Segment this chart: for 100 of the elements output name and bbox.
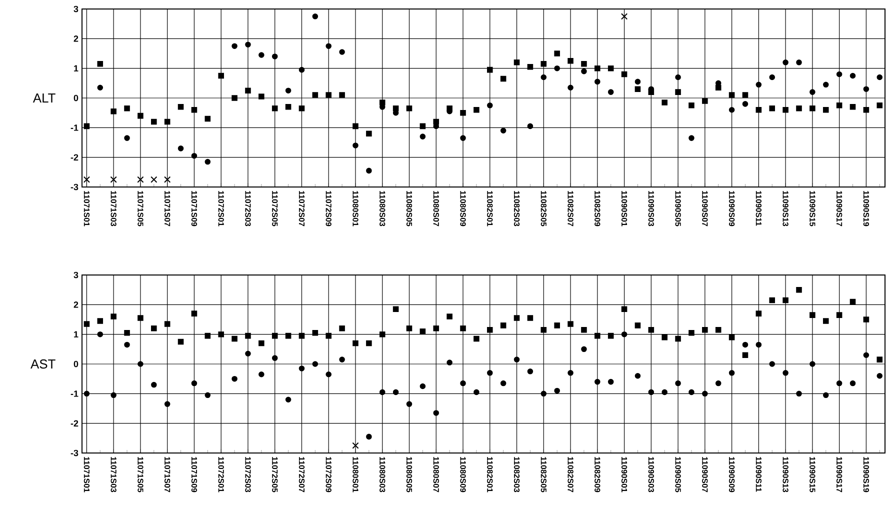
point <box>782 370 788 376</box>
point <box>769 105 776 112</box>
y-tick-label: 3 <box>74 272 78 278</box>
point <box>285 104 292 110</box>
point <box>298 332 305 339</box>
point <box>850 380 856 386</box>
point <box>594 378 600 385</box>
point <box>836 312 842 318</box>
point <box>124 135 130 141</box>
point <box>204 332 211 339</box>
point <box>392 306 399 312</box>
point <box>285 332 292 339</box>
point <box>392 389 399 396</box>
point <box>474 336 480 342</box>
point <box>836 102 842 108</box>
point <box>204 116 211 122</box>
point <box>164 401 170 407</box>
point <box>568 321 574 327</box>
point <box>164 176 171 183</box>
point <box>204 158 211 165</box>
y-tick-label: -3 <box>70 184 78 190</box>
point <box>272 332 278 339</box>
point <box>366 130 372 136</box>
point <box>474 389 480 396</box>
point <box>164 118 170 125</box>
point <box>124 105 130 112</box>
point <box>581 68 587 74</box>
point <box>420 328 426 334</box>
point <box>406 401 412 407</box>
point <box>594 65 600 72</box>
point <box>339 92 345 98</box>
point <box>433 410 440 416</box>
y-tick-label: 0 <box>74 94 78 102</box>
point <box>540 74 547 80</box>
point <box>339 356 345 362</box>
point <box>662 334 668 340</box>
point <box>621 71 628 78</box>
point <box>648 327 654 333</box>
point <box>756 82 762 88</box>
point <box>164 321 170 327</box>
point <box>634 78 641 85</box>
point <box>326 372 332 378</box>
point <box>272 105 278 112</box>
point <box>620 13 628 20</box>
point <box>554 65 560 72</box>
point <box>796 60 802 66</box>
y-axis-title: AST <box>30 359 56 369</box>
point <box>272 54 278 60</box>
point <box>352 442 359 449</box>
point <box>876 74 883 80</box>
point <box>608 332 614 339</box>
point <box>810 312 816 318</box>
point <box>258 52 264 58</box>
point <box>138 315 144 321</box>
point <box>648 389 654 396</box>
point <box>83 176 90 183</box>
point <box>379 100 386 106</box>
point <box>352 142 358 148</box>
point <box>742 342 748 348</box>
point <box>84 321 90 327</box>
y-tick-label: 3 <box>74 6 78 12</box>
point <box>500 76 506 82</box>
point <box>756 310 762 316</box>
point <box>702 390 708 397</box>
point <box>312 330 318 336</box>
point <box>514 356 520 362</box>
point <box>527 123 534 130</box>
point <box>634 86 641 92</box>
point <box>97 84 104 91</box>
point <box>352 340 358 346</box>
point <box>460 326 466 332</box>
point <box>326 43 332 49</box>
point <box>366 168 372 174</box>
point <box>702 98 708 104</box>
y-tick-label: 2 <box>74 36 78 42</box>
point <box>634 372 641 379</box>
point <box>312 14 318 20</box>
point <box>138 361 144 367</box>
point <box>433 326 440 332</box>
point <box>540 390 547 397</box>
point <box>810 89 816 95</box>
point <box>850 298 856 305</box>
point <box>554 322 560 328</box>
point <box>232 336 238 342</box>
point <box>863 316 870 322</box>
point <box>850 104 856 110</box>
point <box>110 108 116 114</box>
point <box>191 152 198 159</box>
point <box>728 106 735 113</box>
point <box>514 315 520 321</box>
point <box>769 297 776 304</box>
point <box>460 380 466 386</box>
point <box>460 135 466 141</box>
point <box>245 350 251 357</box>
point <box>810 361 816 367</box>
point <box>527 368 534 374</box>
point <box>782 60 788 66</box>
point <box>675 336 681 342</box>
y-tick-label: -1 <box>70 124 78 131</box>
point <box>218 72 224 79</box>
